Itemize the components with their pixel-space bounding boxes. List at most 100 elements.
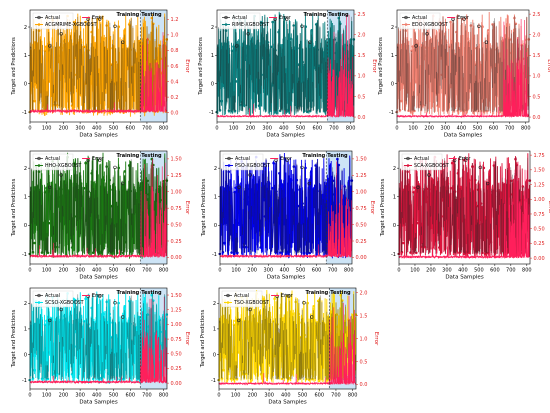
x-tick-label: 300 (264, 268, 274, 274)
actual-point (97, 158, 102, 162)
actual-point (414, 44, 418, 48)
y2-tick-label: 1.25 (171, 308, 182, 314)
x-axis-label: Data Samples (267, 275, 306, 281)
y2-tick-label: 1.25 (171, 173, 182, 179)
x-tick-label: 100 (410, 268, 420, 274)
prediction-point (33, 241, 36, 245)
actual-series (218, 293, 356, 381)
x-tick-label: 300 (262, 126, 272, 132)
prediction-series (216, 11, 355, 117)
prediction-point (45, 319, 48, 323)
y2-tick-label: 0.0 (358, 115, 366, 121)
y-tick-label: 0 (213, 352, 216, 358)
prediction-point (450, 161, 454, 165)
prediction-point (476, 188, 480, 191)
x-tick-label: 700 (329, 126, 339, 132)
actual-point (237, 318, 241, 323)
x-tick-label: 700 (331, 393, 341, 399)
y2-tick-label: 0.00 (356, 255, 367, 261)
prediction-point (114, 202, 117, 205)
x-tick-label: 600 (125, 126, 135, 132)
legend-actual-label: Actual (412, 15, 427, 21)
y2-tick-label: 0.00 (171, 255, 182, 261)
y-tick-label: 1 (24, 53, 27, 59)
actual-series (398, 157, 530, 255)
x-tick-label: 0 (215, 126, 218, 132)
y-tick-label: 1 (391, 53, 394, 59)
y2-tick-label: 1.00 (534, 197, 545, 203)
legend-model-marker (226, 301, 230, 304)
actual-point (248, 307, 252, 312)
prediction-point (222, 368, 225, 372)
legend-error-label: Error (92, 293, 104, 299)
y2-tick-label: 0.75 (356, 206, 367, 212)
chart-panel-6: 0 100 200 300 400 500 600 700 800 -1 0 1 2 0.00 0.25 0.… (380, 150, 550, 281)
y2-tick-label: 1.0 (360, 336, 368, 342)
y-tick-label: 0 (24, 223, 27, 229)
x-tick-label: 0 (218, 268, 221, 274)
prediction-point (45, 186, 48, 190)
x-tick-label: 100 (231, 268, 241, 274)
actual-series (219, 157, 352, 255)
x-tick-label: 800 (348, 393, 358, 399)
prediction-point (272, 161, 275, 165)
prediction-point (289, 178, 293, 182)
y2-tick-label: 0.5 (533, 94, 541, 100)
prediction-point (30, 222, 33, 225)
legend-model-marker (37, 301, 41, 304)
prediction-point (84, 161, 87, 165)
prediction-point (468, 178, 471, 182)
training-label: Training (303, 12, 326, 18)
prediction-point (90, 306, 93, 310)
legend-actual-marker (37, 293, 41, 298)
x-tick-label: 700 (506, 268, 516, 274)
x-tick-label: 300 (75, 268, 85, 274)
prediction-point (346, 57, 350, 60)
chart-panel-3: 0 100 200 300 400 500 600 700 800 -1 0 1 2 0.0 0.5 1.0 1… (378, 9, 550, 139)
legend-model-marker (227, 164, 231, 167)
legend-actual-marker (406, 156, 410, 161)
prediction-point (336, 157, 339, 161)
x-tick-label: 100 (42, 126, 52, 132)
actual-point (120, 40, 125, 44)
y2-tick-label: 2.0 (360, 290, 368, 296)
x-tick-label: 500 (298, 393, 308, 399)
actual-series (29, 157, 167, 255)
x-tick-label: 400 (458, 268, 468, 274)
x-tick-label: 400 (281, 393, 291, 399)
prediction-point (220, 99, 223, 103)
prediction-point (400, 99, 403, 103)
y2-tick-label: 1.00 (171, 190, 182, 196)
prediction-point (510, 51, 513, 55)
prediction-point (159, 57, 163, 60)
prediction-point (333, 193, 336, 196)
actual-point (120, 181, 125, 186)
prediction-point (291, 312, 295, 316)
prediction-point (48, 351, 51, 354)
prediction-point (336, 325, 340, 329)
y-axis-label: Target and Predictions (11, 309, 17, 368)
legend-model-label: ACGMRIME-XGBOOST (45, 22, 97, 28)
prediction-point (231, 353, 234, 356)
prediction-point (246, 195, 249, 199)
x-tick-label: 200 (248, 393, 258, 399)
actual-point (486, 181, 490, 186)
chart-panel-4: 0 100 200 300 400 500 600 700 800 -1 0 1 2 0.00 0.25 0.… (11, 150, 190, 281)
actual-point (285, 17, 289, 21)
actual-point (310, 315, 314, 319)
y2-tick-label: 0.25 (171, 239, 182, 245)
prediction-point (301, 60, 305, 64)
x-tick-label: 700 (505, 126, 515, 132)
y2-tick-label: 1.5 (360, 313, 368, 319)
axes-frame (29, 287, 168, 390)
y2-tick-label: 0.2 (171, 95, 179, 101)
y-tick-label: 2 (211, 25, 214, 31)
prediction-point (402, 241, 405, 245)
y-tick-label: 2 (393, 166, 396, 172)
y2-tick-label: 0.50 (534, 226, 545, 232)
legend-actual-label: Actual (45, 293, 60, 299)
error-series (29, 296, 168, 385)
prediction-point (231, 224, 235, 227)
legend-error-label: Error (280, 156, 292, 162)
